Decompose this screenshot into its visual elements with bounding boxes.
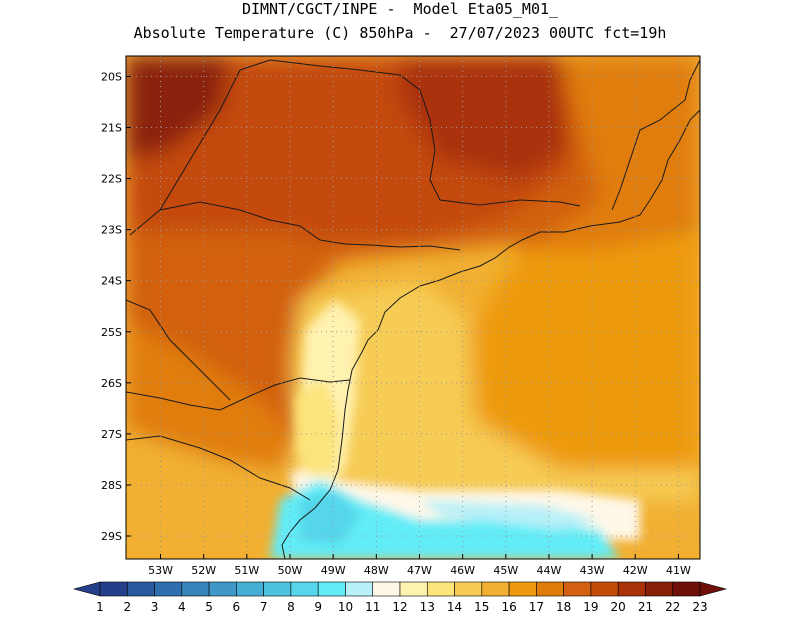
lat-tick-label: 22S xyxy=(101,173,122,186)
colorbar-label: 1 xyxy=(96,600,104,614)
colorbar-segment xyxy=(99,581,128,597)
colorbar-label: 21 xyxy=(638,600,653,614)
colorbar-segment xyxy=(672,581,701,597)
latitude-axis: 20S 21S 22S 23S 24S 25S 26S 27S 28S 29S xyxy=(101,70,131,543)
colorbar-label: 19 xyxy=(583,600,598,614)
colorbar-segment xyxy=(263,581,292,597)
lon-tick-label: 53W xyxy=(148,564,173,577)
lon-tick-label: 47W xyxy=(407,564,432,577)
map-title-line2: Absolute Temperature (C) 850hPa - 27/07/… xyxy=(133,24,667,42)
lon-tick-label: 42W xyxy=(623,564,648,577)
colorbar-label: 20 xyxy=(611,600,626,614)
colorbar-label: 23 xyxy=(692,600,707,614)
colorbar: 1 2 3 4 5 6 7 8 9 10 11 12 13 14 15 16 17 18 19 20 21 22 23 xyxy=(72,581,728,614)
colorbar-segment xyxy=(454,581,483,597)
temperature-field xyxy=(126,56,700,559)
colorbar-segment xyxy=(563,581,592,597)
lat-tick-label: 20S xyxy=(101,70,122,83)
colorbar-segment xyxy=(317,581,346,597)
colorbar-segment xyxy=(536,581,564,597)
lat-tick-label: 27S xyxy=(101,428,122,441)
colorbar-segment xyxy=(508,581,537,597)
lon-tick-label: 43W xyxy=(580,564,605,577)
colorbar-label: 12 xyxy=(392,600,407,614)
lat-tick-label: 24S xyxy=(101,275,122,288)
longitude-axis: 53W 52W 51W 50W 49W 48W 47W 46W 45W 44W 43W 42W 41W xyxy=(148,554,691,577)
colorbar-segment xyxy=(208,581,237,597)
plot-frame xyxy=(125,55,701,560)
colorbar-segment xyxy=(290,581,319,597)
colorbar-label: 13 xyxy=(420,600,435,614)
colorbar-segment xyxy=(481,581,510,597)
lon-tick-label: 52W xyxy=(191,564,216,577)
colorbar-label: 8 xyxy=(287,600,295,614)
colorbar-label: 10 xyxy=(338,600,353,614)
colorbar-segment xyxy=(617,581,646,597)
lon-tick-label: 45W xyxy=(493,564,518,577)
colorbar-segment xyxy=(126,581,155,597)
colorbar-label: 11 xyxy=(365,600,380,614)
colorbar-label: 16 xyxy=(501,600,516,614)
colorbar-arrow-right xyxy=(699,581,728,597)
colorbar-segment xyxy=(181,581,210,597)
lon-tick-label: 46W xyxy=(450,564,475,577)
colorbar-label: 4 xyxy=(178,600,186,614)
lat-tick-label: 25S xyxy=(101,326,122,339)
colorbar-label: 6 xyxy=(233,600,241,614)
coastline-and-borders xyxy=(126,59,700,559)
lat-tick-label: 26S xyxy=(101,377,122,390)
colorbar-arrow-left xyxy=(72,581,101,597)
colorbar-segment xyxy=(426,581,455,597)
lon-tick-label: 50W xyxy=(278,564,303,577)
colorbar-segment xyxy=(645,581,674,597)
lon-tick-label: 48W xyxy=(364,564,389,577)
lat-tick-label: 28S xyxy=(101,479,122,492)
lat-lon-grid xyxy=(126,56,700,559)
lon-tick-label: 44W xyxy=(537,564,562,577)
lat-tick-label: 29S xyxy=(101,530,122,543)
colorbar-segment xyxy=(590,581,619,597)
colorbar-label: 7 xyxy=(260,600,268,614)
colorbar-label: 3 xyxy=(151,600,159,614)
colorbar-label: 14 xyxy=(447,600,462,614)
colorbar-label: 9 xyxy=(314,600,322,614)
colorbar-segment xyxy=(236,581,264,597)
lon-tick-label: 51W xyxy=(234,564,259,577)
colorbar-label: 22 xyxy=(665,600,680,614)
colorbar-label: 2 xyxy=(123,600,131,614)
map-title-line1: DIMNT/CGCT/INPE - Model Eta05_M01_ xyxy=(241,0,559,18)
lon-tick-label: 49W xyxy=(321,564,346,577)
colorbar-label: 17 xyxy=(529,600,544,614)
lon-tick-label: 41W xyxy=(666,564,691,577)
lat-tick-label: 21S xyxy=(101,121,122,134)
colorbar-segment xyxy=(399,581,428,597)
colorbar-label: 18 xyxy=(556,600,571,614)
colorbar-label: 5 xyxy=(205,600,213,614)
colorbar-segment xyxy=(154,581,183,597)
lat-tick-label: 23S xyxy=(101,224,122,237)
colorbar-segment xyxy=(372,581,401,597)
colorbar-segment xyxy=(345,581,374,597)
colorbar-label: 15 xyxy=(474,600,489,614)
